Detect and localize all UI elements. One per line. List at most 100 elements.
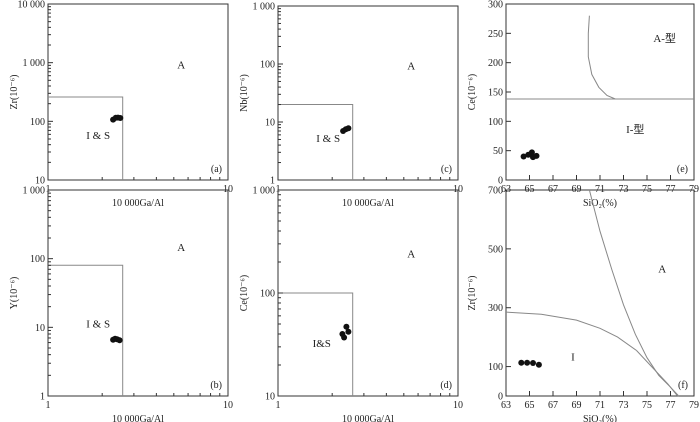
x-tick-label: 67 bbox=[548, 400, 558, 411]
y-tick-label: 0 bbox=[498, 176, 503, 187]
y-axis-label: Ce(10⁻⁶) bbox=[467, 74, 478, 111]
y-tick-label: 1 000 bbox=[253, 186, 276, 197]
data-point bbox=[345, 125, 352, 132]
y-tick-label: 10 bbox=[35, 176, 45, 187]
y-tick-label: 100 bbox=[30, 254, 45, 265]
data-point bbox=[530, 360, 536, 366]
field-boundaries bbox=[506, 15, 694, 100]
x-axis-label: SiO₂(%) bbox=[583, 198, 617, 209]
panel-label: (f) bbox=[678, 380, 688, 391]
y-tick-label: 10 bbox=[35, 323, 45, 334]
field-label: I & S bbox=[86, 130, 110, 142]
y-axis-label: Zr(10⁻⁶) bbox=[467, 276, 478, 311]
y-tick-label: 1 bbox=[270, 176, 275, 187]
y-tick-label: 10 bbox=[265, 392, 275, 403]
x-tick-label: 63 bbox=[501, 400, 511, 411]
field-boundary-2 bbox=[587, 15, 616, 100]
field-boundary-1 bbox=[48, 264, 124, 396]
sample-points bbox=[340, 125, 352, 134]
x-tick-label: 69 bbox=[572, 400, 582, 411]
data-point bbox=[535, 361, 542, 368]
field-label: A-型 bbox=[653, 31, 676, 45]
y-tick-label: 150 bbox=[488, 88, 503, 99]
y-tick-label: 10 bbox=[265, 118, 275, 129]
axis-ticks: 1 10 1 10 100 1 000 bbox=[23, 186, 234, 412]
field-label: A bbox=[658, 263, 666, 275]
y-axis-label: Ce(10⁻⁶) bbox=[239, 275, 250, 312]
y-tick-label: 50 bbox=[493, 146, 503, 157]
y-tick-label: 700 bbox=[488, 186, 503, 197]
field-boundary-1 bbox=[48, 96, 124, 180]
panel-label: (c) bbox=[441, 164, 452, 175]
data-point bbox=[116, 337, 123, 344]
data-point bbox=[533, 152, 540, 159]
field-boundaries bbox=[48, 264, 124, 396]
panel-label: (b) bbox=[210, 380, 222, 391]
x-axis-label: 10 000Ga/Al bbox=[112, 198, 164, 209]
data-point bbox=[518, 359, 525, 366]
sample-points bbox=[518, 359, 542, 368]
y-axis-label: Y(10⁻⁶) bbox=[9, 277, 20, 310]
y-tick-label: 100 bbox=[260, 60, 275, 71]
sample-points bbox=[110, 114, 124, 123]
panel-f: 63 65 67 69 71 73 75 77 79 0 100 300 500 700 SiO₂(%) Zr… bbox=[467, 186, 699, 422]
panel-label: (a) bbox=[211, 164, 222, 175]
field-boundary-2 bbox=[505, 311, 637, 351]
field-label: A bbox=[177, 59, 185, 71]
data-point bbox=[341, 334, 348, 341]
data-point bbox=[117, 115, 124, 121]
plot-frame bbox=[47, 189, 229, 397]
x-tick-label: 10 bbox=[453, 400, 463, 411]
field-label: A bbox=[407, 61, 415, 73]
x-tick-label: 79 bbox=[689, 400, 699, 411]
y-tick-label: 1 000 bbox=[253, 2, 276, 13]
panel-label: (d) bbox=[440, 380, 452, 391]
y-tick-label: 1 000 bbox=[23, 58, 46, 69]
y-axis-label: Nb(10⁻⁶) bbox=[239, 74, 250, 112]
field-label: I bbox=[571, 352, 575, 364]
field-boundaries bbox=[505, 189, 680, 397]
data-point bbox=[345, 328, 352, 335]
x-axis-label: 10 000Ga/Al bbox=[342, 198, 394, 209]
field-label: I&S bbox=[313, 338, 331, 350]
field-boundary-3 bbox=[636, 350, 678, 397]
axis-ticks: 63 65 67 69 71 73 75 77 79 0 100 300 500 700 bbox=[488, 186, 699, 412]
sample-points bbox=[520, 149, 540, 161]
panel-b: 1 10 1 10 100 1 000 10 000Ga/Al Y(10⁻⁶) A I & S (b… bbox=[9, 186, 233, 422]
field-boundary-1 bbox=[588, 189, 680, 397]
sample-points bbox=[110, 335, 123, 344]
field-boundaries bbox=[278, 104, 354, 180]
field-boundary-1 bbox=[278, 292, 354, 396]
y-tick-label: 300 bbox=[488, 303, 503, 314]
y-tick-label: 100 bbox=[260, 289, 275, 300]
y-axis-label: Zr(10⁻⁶) bbox=[9, 75, 20, 110]
y-tick-label: 0 bbox=[498, 392, 503, 403]
y-tick-label: 250 bbox=[488, 29, 503, 40]
plot-frame bbox=[277, 5, 459, 181]
y-tick-label: 100 bbox=[488, 362, 503, 373]
y-tick-label: 300 bbox=[488, 0, 503, 11]
y-tick-label: 100 bbox=[488, 117, 503, 128]
x-axis-label: 10 000Ga/Al bbox=[342, 414, 394, 422]
panel-label: (e) bbox=[677, 164, 688, 175]
field-label: A bbox=[177, 242, 185, 254]
field-label: A bbox=[407, 249, 415, 261]
x-tick-label: 73 bbox=[619, 400, 629, 411]
field-boundaries bbox=[48, 96, 124, 180]
y-tick-label: 10 000 bbox=[18, 0, 46, 11]
y-tick-label: 100 bbox=[30, 117, 45, 128]
x-tick-label: 1 bbox=[46, 400, 51, 411]
field-boundaries bbox=[278, 292, 354, 396]
x-axis-label: SiO₂(%) bbox=[583, 414, 617, 422]
data-point bbox=[343, 323, 350, 330]
x-tick-label: 65 bbox=[525, 400, 535, 411]
plot-frame bbox=[47, 3, 229, 181]
y-tick-label: 200 bbox=[488, 58, 503, 69]
x-tick-label: 1 bbox=[276, 400, 281, 411]
panel-e: 63 65 67 69 71 73 75 77 79050100150200250300SiO₂… bbox=[467, 0, 699, 209]
